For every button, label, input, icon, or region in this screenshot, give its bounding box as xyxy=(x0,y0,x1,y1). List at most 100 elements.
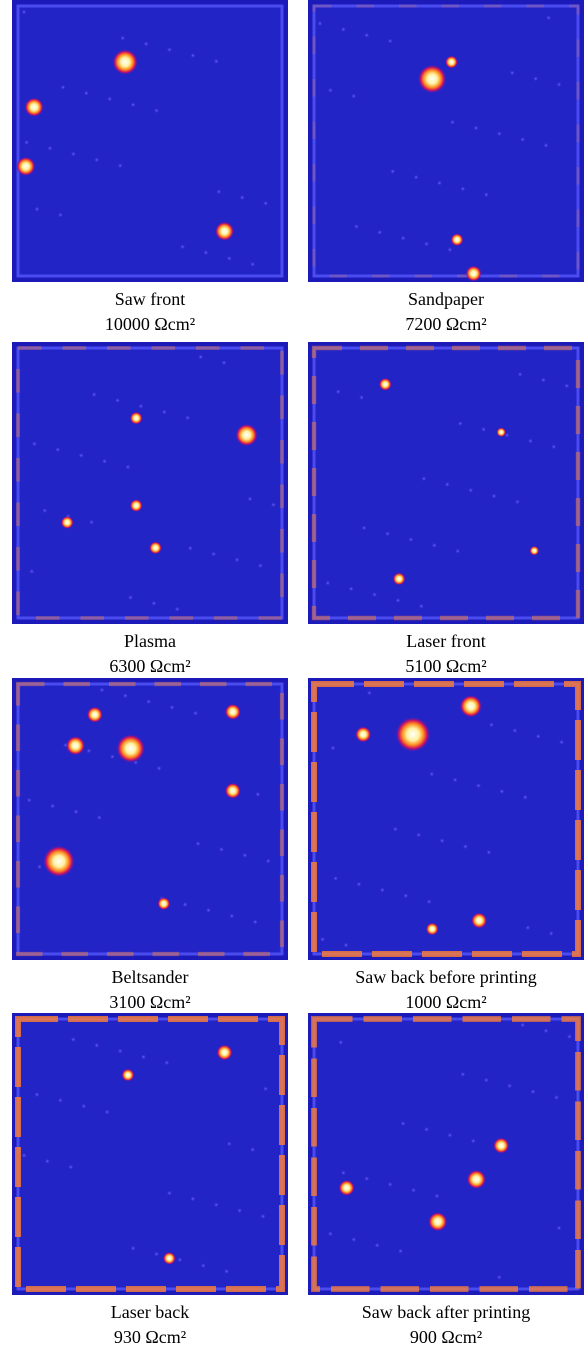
faint-spot xyxy=(348,585,355,592)
faint-spot xyxy=(161,408,168,415)
hot-spot xyxy=(466,1169,486,1189)
faint-spot xyxy=(532,75,539,82)
hot-spot xyxy=(129,499,143,512)
hot-spot xyxy=(129,411,143,425)
faint-spot xyxy=(226,1140,233,1147)
faint-spot xyxy=(83,90,90,97)
hot-spot xyxy=(157,897,171,910)
faint-spot xyxy=(397,1248,404,1255)
hot-spot xyxy=(465,265,482,282)
hot-spot xyxy=(425,922,439,936)
faint-spot xyxy=(54,446,61,453)
faint-spot xyxy=(418,603,425,610)
faint-spot xyxy=(558,739,565,746)
faint-spot xyxy=(439,837,446,844)
faint-spot xyxy=(57,1097,64,1104)
hot-spot xyxy=(395,716,431,753)
faint-spot xyxy=(23,139,30,146)
faint-spot xyxy=(187,545,194,552)
faint-spot xyxy=(410,1187,417,1194)
faint-spot xyxy=(470,1137,477,1144)
hot-spot xyxy=(338,1179,355,1196)
caption-label: Saw front xyxy=(115,289,186,309)
faint-spot xyxy=(376,229,383,236)
faint-spot xyxy=(33,206,40,213)
caption-value: 5100 Ωcm² xyxy=(405,656,486,676)
wafer-area xyxy=(16,346,284,620)
faint-spot xyxy=(163,1059,170,1066)
hot-spot xyxy=(121,1068,135,1082)
faint-spot xyxy=(423,240,430,247)
faint-spot xyxy=(249,1146,256,1153)
caption-label: Sandpaper xyxy=(408,289,484,309)
hot-spot xyxy=(355,726,372,743)
faint-spot xyxy=(457,420,464,427)
faint-spot xyxy=(545,14,552,21)
faint-spot xyxy=(426,898,433,905)
panel: Saw front 10000 Ωcm² xyxy=(12,0,288,334)
hot-spot xyxy=(216,1044,233,1061)
faint-spot xyxy=(363,1175,370,1182)
edge-glow xyxy=(311,345,581,621)
faint-spot xyxy=(332,875,339,882)
faint-spot xyxy=(420,475,427,482)
faint-spot xyxy=(480,426,487,433)
faint-spot xyxy=(387,1181,394,1188)
hot-spot xyxy=(529,545,540,556)
hot-spot xyxy=(496,427,507,438)
faint-spot xyxy=(153,1251,160,1258)
faint-spot xyxy=(93,1042,100,1049)
faint-spot xyxy=(192,710,199,717)
edge-glow xyxy=(311,1016,581,1292)
faint-spot xyxy=(436,180,443,187)
caption-value: 930 Ωcm² xyxy=(114,1327,186,1345)
faint-spot xyxy=(524,924,531,931)
faint-spot xyxy=(226,255,233,262)
faint-spot xyxy=(223,1268,230,1275)
hot-spot xyxy=(450,233,464,247)
hot-spot xyxy=(162,1251,176,1265)
faint-spot xyxy=(26,797,33,804)
faint-spot xyxy=(145,698,152,705)
wafer-area xyxy=(312,1017,580,1291)
panel: Saw back after printing 900 Ωcm² xyxy=(308,1013,584,1345)
hot-spot xyxy=(224,703,241,720)
faint-spot xyxy=(122,692,129,699)
panel: Saw back before printing 1000 Ωcm² xyxy=(308,678,584,1012)
faint-spot xyxy=(491,493,498,500)
faint-spot xyxy=(130,101,137,108)
faint-spot xyxy=(329,744,336,751)
faint-spot xyxy=(407,536,414,543)
faint-spot xyxy=(446,1132,453,1139)
faint-spot xyxy=(119,35,126,42)
faint-spot xyxy=(104,1108,111,1115)
faint-spot xyxy=(252,918,259,925)
faint-spot xyxy=(519,136,526,143)
faint-spot xyxy=(213,1201,220,1208)
faint-spot xyxy=(340,26,347,33)
faint-spot xyxy=(179,243,186,250)
faint-spot xyxy=(262,1085,269,1092)
faint-spot xyxy=(127,594,134,601)
faint-spot xyxy=(319,936,326,943)
faint-spot xyxy=(556,81,563,88)
faint-spot xyxy=(317,20,323,27)
faint-spot xyxy=(498,788,505,795)
hot-spot xyxy=(112,49,138,75)
faint-spot xyxy=(449,119,456,126)
faint-spot xyxy=(563,382,570,389)
faint-spot xyxy=(475,782,482,789)
faint-spot xyxy=(85,747,92,754)
faint-spot xyxy=(379,887,386,894)
faint-spot xyxy=(21,1152,27,1159)
faint-spot xyxy=(150,600,157,607)
faint-spot xyxy=(556,1224,563,1231)
faint-spot xyxy=(59,84,66,91)
faint-spot xyxy=(176,1256,183,1263)
faint-spot xyxy=(452,776,459,783)
caption-value: 900 Ωcm² xyxy=(410,1327,482,1345)
panel: Plasma 6300 Ωcm² xyxy=(12,342,288,676)
faint-spot xyxy=(472,124,479,131)
faint-spot xyxy=(98,687,105,693)
faint-spot xyxy=(70,151,77,158)
